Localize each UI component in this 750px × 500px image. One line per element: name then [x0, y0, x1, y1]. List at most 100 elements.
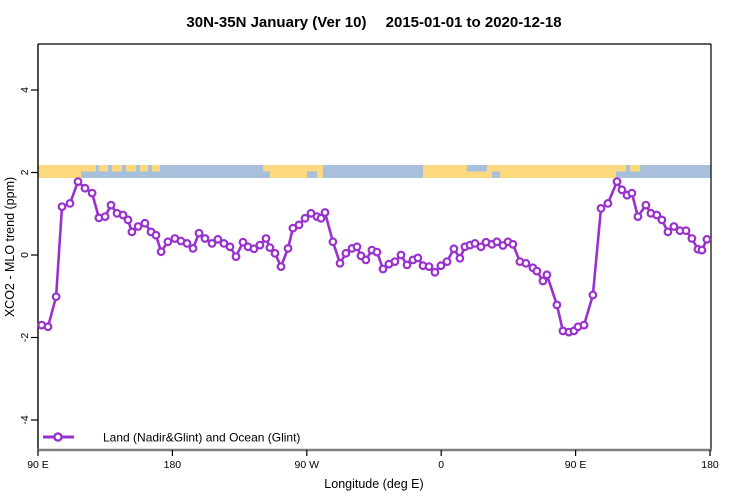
- x-tick-label: 90 E: [565, 459, 587, 471]
- data-point-marker: [163, 237, 173, 247]
- data-point-marker: [127, 227, 137, 237]
- data-point-marker: [352, 242, 362, 252]
- data-point-marker: [396, 250, 406, 260]
- x-tick-label: 90 W: [295, 459, 320, 471]
- data-point-marker: [681, 226, 691, 236]
- data-point-marker: [43, 322, 53, 332]
- y-tick-label: 2: [19, 169, 31, 175]
- data-point-marker: [430, 267, 440, 277]
- x-axis-title: Longitude (deg E): [324, 477, 423, 491]
- data-point-marker: [87, 188, 97, 198]
- data-point-marker: [265, 243, 275, 253]
- y-tick-label: -4: [19, 415, 31, 424]
- data-point-marker: [542, 270, 552, 280]
- map-band-land: [125, 165, 136, 172]
- map-band-land: [151, 165, 161, 172]
- data-point-marker: [612, 177, 622, 187]
- data-point-marker: [316, 213, 326, 223]
- data-point-marker: [294, 220, 304, 230]
- data-point-marker: [361, 255, 371, 265]
- data-point-marker: [106, 200, 116, 210]
- map-band-land: [630, 165, 641, 172]
- data-point-marker: [402, 260, 412, 270]
- data-point-marker: [100, 212, 110, 222]
- data-point-marker: [702, 234, 712, 244]
- y-tick-label: 0: [19, 252, 31, 258]
- plot-generated-layer: 4 2 0 -2 -4 90 E 180 90 W 0 90 E 180: [19, 43, 719, 471]
- data-point-marker: [140, 218, 150, 228]
- data-point-marker: [182, 238, 192, 248]
- data-point-marker: [80, 183, 90, 193]
- data-point-marker: [596, 203, 606, 213]
- data-point-marker: [663, 227, 673, 237]
- data-point-marker: [249, 244, 259, 254]
- data-point-marker: [207, 238, 217, 248]
- data-point-marker: [378, 264, 388, 274]
- data-point-marker: [436, 261, 446, 271]
- y-tick-label: 4: [19, 87, 31, 93]
- data-point-marker: [442, 257, 452, 267]
- map-band-land: [422, 165, 617, 178]
- data-point-marker: [328, 237, 338, 247]
- data-point-marker: [320, 208, 330, 217]
- data-point-marker: [476, 242, 486, 252]
- map-band-land: [139, 165, 148, 172]
- data-point-marker: [617, 185, 627, 195]
- data-point-marker: [552, 300, 562, 310]
- x-tick-label: 180: [701, 459, 719, 471]
- data-point-marker: [697, 245, 707, 255]
- y-tick-label: -2: [19, 333, 31, 342]
- legend: Land (Nadir&Glint) and Ocean (Glint): [43, 431, 300, 445]
- map-band-land: [98, 165, 109, 172]
- data-point-marker: [156, 247, 166, 257]
- data-point-marker: [424, 262, 434, 272]
- data-point-marker: [455, 253, 465, 263]
- data-point-marker: [579, 320, 589, 330]
- data-point-marker: [372, 247, 382, 257]
- map-band-land: [111, 165, 122, 172]
- map-band-ocean-notch: [466, 165, 487, 172]
- data-point-marker: [188, 243, 198, 253]
- data-point-marker: [492, 237, 502, 247]
- data-point-marker: [213, 234, 223, 244]
- data-point-marker: [283, 243, 293, 253]
- data-point-marker: [538, 276, 548, 286]
- data-point-marker: [588, 290, 598, 300]
- data-point-marker: [413, 253, 423, 263]
- data-point-marker: [194, 228, 204, 238]
- data-point-marker: [335, 258, 345, 268]
- data-point-marker: [449, 244, 459, 254]
- data-point-marker: [341, 248, 351, 258]
- data-point-marker: [657, 215, 667, 225]
- data-point-marker: [276, 262, 286, 272]
- map-band-land: [616, 165, 627, 172]
- x-tick-label: 0: [438, 459, 444, 471]
- data-point-marker: [238, 237, 248, 247]
- data-point-marker: [200, 234, 210, 243]
- x-tick-label: 90 E: [27, 459, 49, 471]
- data-point-marker: [151, 230, 161, 240]
- legend-label: Land (Nadir&Glint) and Ocean (Glint): [103, 431, 300, 445]
- data-point-marker: [57, 202, 67, 212]
- data-point-marker: [51, 292, 61, 302]
- data-point-marker: [255, 240, 265, 250]
- data-point-marker: [270, 248, 280, 258]
- data-point-marker: [118, 210, 128, 220]
- data-point-marker: [627, 188, 637, 198]
- data-point-marker: [123, 215, 133, 225]
- data-point-marker: [225, 242, 235, 252]
- data-point-marker: [73, 177, 83, 187]
- data-point-marker: [603, 198, 613, 208]
- map-band-land: [81, 165, 96, 172]
- data-point-marker: [133, 222, 143, 231]
- data-point-marker: [219, 238, 229, 248]
- data-point-marker: [508, 239, 518, 249]
- data-point-marker: [65, 198, 75, 208]
- data-point-marker: [532, 266, 542, 276]
- map-band-land: [263, 165, 271, 172]
- data-point-marker: [641, 200, 651, 210]
- data-point-marker: [231, 252, 241, 262]
- map-band-ocean-notch: [491, 171, 500, 178]
